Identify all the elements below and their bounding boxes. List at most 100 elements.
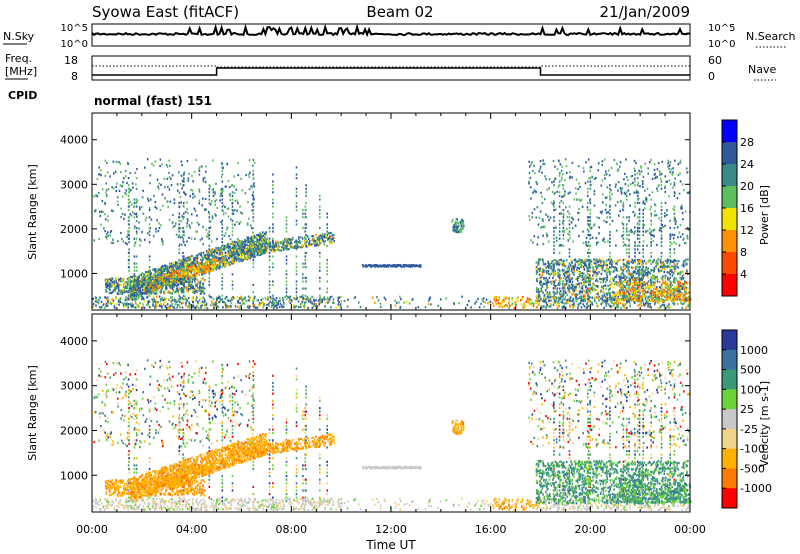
power-cell [191,255,193,258]
power-cell [660,184,663,187]
power-cell [231,205,234,208]
power-cell [211,200,213,203]
power-cell [635,162,637,165]
power-cell [178,226,181,230]
power-cell [252,164,254,167]
power-cell [250,252,252,255]
power-cell [169,164,171,167]
power-cell [166,281,168,284]
power-cell [154,278,157,281]
power-cell [295,241,298,244]
power-cell [674,177,676,180]
power-cell [171,221,174,224]
power-cell [246,236,248,239]
power-cell [317,244,319,247]
power-cell [106,194,108,197]
power-cell [224,205,226,209]
power-cell [135,266,138,269]
power-cell [328,236,330,240]
power-cell [130,290,132,293]
power-cell [179,227,182,230]
power-cell [124,282,127,285]
power-cell [243,253,246,256]
power-cell [199,269,201,273]
power-cell [263,251,265,254]
power-cell [562,194,565,197]
power-cell [142,291,144,295]
power-cell [272,255,274,258]
power-cell [557,185,560,188]
power-cell [113,282,116,285]
power-cell [568,255,571,258]
power-cell [167,268,169,271]
power-cell [133,216,136,219]
power-cell [267,240,269,244]
power-cell [268,266,271,269]
power-cell [232,259,234,262]
power-cell [285,238,287,241]
power-cell [209,269,212,272]
power-cell [147,232,149,235]
power-cell [639,173,641,176]
power-cell [231,254,234,257]
power-cell [268,255,271,258]
power-cell [145,292,147,295]
power-cell [211,240,213,243]
power-cell [272,266,274,269]
power-cell [617,168,620,171]
power-cell [185,271,187,274]
power-cell [630,183,632,186]
power-cell [172,226,174,229]
power-cell [285,262,288,265]
power-cell [673,184,676,187]
power-cell [624,192,627,195]
power-cell [528,215,530,218]
power-cell [636,177,639,180]
power-cell [136,281,139,284]
power-cell [553,259,555,262]
power-cell [105,290,107,293]
power-cell [506,304,508,307]
power-cell [652,229,655,232]
power-cell [158,182,160,185]
power-cell [367,264,370,267]
power-cell [178,279,180,282]
power-cell [210,268,212,271]
power-cell [669,235,672,238]
power-cell [185,193,187,196]
power-cell [662,225,665,229]
power-cell [595,237,598,240]
power-cell [159,158,162,161]
power-cell [534,190,536,193]
power-cell [295,177,298,180]
power-cell [197,262,199,265]
power-cell [167,185,169,189]
power-cell [598,216,600,220]
power-cell [669,280,671,283]
power-cell [195,254,198,258]
power-cell [212,254,214,257]
power-cell [569,191,571,194]
power-cell [119,162,122,165]
power-cell [101,188,104,191]
power-cell [111,281,114,284]
power-cell [158,282,161,285]
power-cell [234,209,236,212]
power-cell [125,189,127,192]
power-cell [154,292,157,295]
power-cell [210,258,212,261]
power-cell [217,249,220,252]
power-cell [272,216,274,219]
power-cell [167,278,170,281]
power-cell [631,230,633,233]
power-cell [165,285,167,288]
power-cell [646,244,648,247]
power-cell [212,191,215,194]
power-cell [132,276,135,280]
power-cell [311,235,313,238]
power-cell [235,245,237,248]
power-cell [143,284,145,287]
power-cell [193,207,196,210]
power-cell [221,173,224,176]
power-cell [162,303,165,306]
